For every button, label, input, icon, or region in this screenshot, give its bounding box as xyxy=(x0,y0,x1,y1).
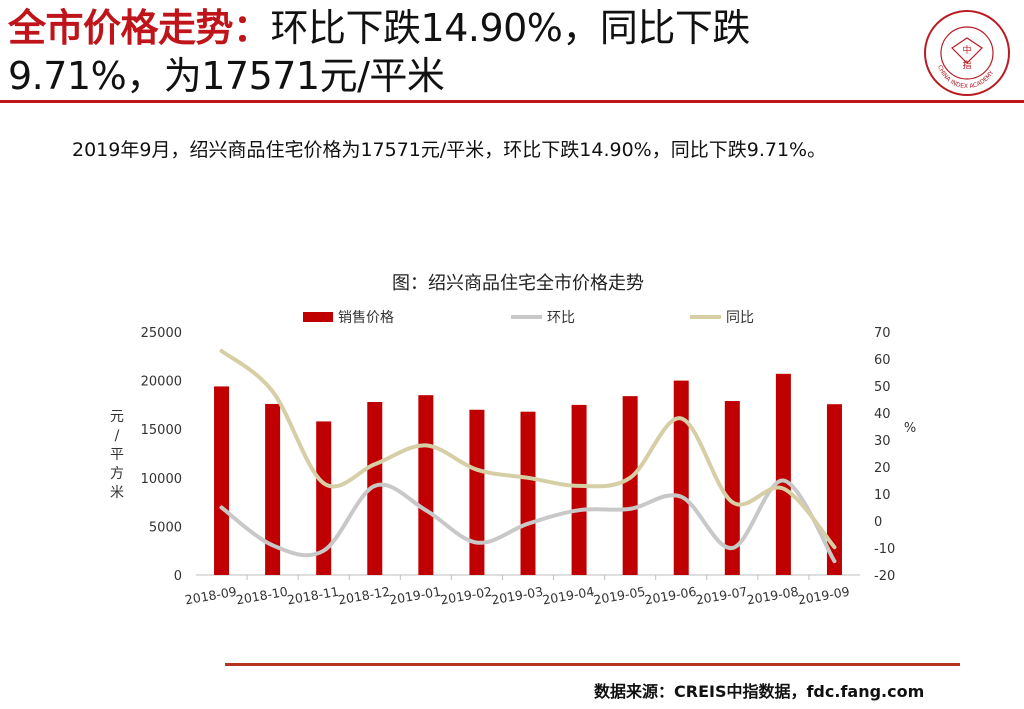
source-divider xyxy=(225,663,960,666)
chart-title: 图：绍兴商品住宅全市价格走势 xyxy=(392,273,644,294)
mom-line xyxy=(219,478,837,564)
y2-tick-label: 60 xyxy=(874,353,891,368)
y-axis-label-char: 米 xyxy=(110,485,124,501)
x-tick-label: 2019-03 xyxy=(490,584,544,608)
x-tick-label: 2019-07 xyxy=(695,584,749,608)
x-tick-label: 2019-01 xyxy=(388,584,442,608)
data-source: 数据来源：CREIS中指数据，fdc.fang.com xyxy=(594,682,925,701)
price-bar xyxy=(214,386,230,575)
y-axis-label-char: 方 xyxy=(110,466,124,482)
price-bar xyxy=(316,421,332,575)
legend-label-price: 销售价格 xyxy=(338,310,394,326)
chart-axes: 0 5000 10000 15000 20000 25000 -20 -10 0 10 20 30 40… xyxy=(110,326,916,607)
y2-tick-label: 40 xyxy=(874,407,891,422)
price-bar xyxy=(826,404,842,575)
x-tick-label: 2019-09 xyxy=(797,584,851,608)
y2-axis-label: % xyxy=(904,421,916,436)
x-tick-label: 2018-09 xyxy=(184,584,238,608)
y2-tick-label: 70 xyxy=(874,326,891,341)
title-line2: 9.71%，为17571元/平米 xyxy=(8,54,445,98)
legend-swatch-price xyxy=(303,312,333,322)
price-bar xyxy=(367,401,383,575)
title-divider xyxy=(0,100,1024,103)
price-bar xyxy=(520,411,536,575)
price-bar xyxy=(673,380,689,575)
y2-tick-label: 20 xyxy=(874,461,891,476)
legend-label-mom: 环比 xyxy=(547,310,575,326)
x-tick-label: 2019-08 xyxy=(746,584,800,608)
y2-tick-label: 0 xyxy=(874,515,882,530)
y2-tick-label: 50 xyxy=(874,380,891,395)
y2-tick-label: -20 xyxy=(874,569,895,584)
title-line1-rest: 环比下跌14.90%，同比下跌 xyxy=(270,6,751,50)
bar-series xyxy=(214,373,842,575)
y-tick-label: 5000 xyxy=(149,520,182,535)
y2-tick-label: 10 xyxy=(874,488,891,503)
summary-text: 2019年9月，绍兴商品住宅价格为17571元/平米，环比下跌14.90%，同比… xyxy=(72,139,827,161)
page-title: 全市价格走势：环比下跌14.90%，同比下跌 9.71%，为17571元/平米 xyxy=(8,4,888,100)
price-bar xyxy=(775,373,791,575)
price-bar xyxy=(469,409,485,575)
x-tick-label: 2018-11 xyxy=(286,584,340,608)
price-bar xyxy=(622,396,638,575)
y2-tick-label: -10 xyxy=(874,542,895,557)
x-tick-label: 2019-06 xyxy=(643,584,697,608)
x-tick-label: 2019-04 xyxy=(541,584,595,608)
legend-label-yoy: 同比 xyxy=(726,310,754,326)
price-bar xyxy=(418,395,434,575)
y-tick-label: 10000 xyxy=(141,472,182,487)
y-tick-label: 25000 xyxy=(141,326,182,341)
x-tick-label: 2019-02 xyxy=(439,584,493,608)
price-bar xyxy=(571,404,587,575)
y-axis-label-char: 元 xyxy=(110,409,124,425)
logo-char-1: 中 xyxy=(962,44,971,56)
x-tick-label: 2019-05 xyxy=(592,584,646,608)
chart-legend: 销售价格 环比 同比 xyxy=(303,310,754,326)
y-axis-label-char: 平 xyxy=(110,447,124,463)
title-highlight: 全市价格走势： xyxy=(8,6,271,50)
x-tick-label: 2018-10 xyxy=(235,584,289,608)
yoy-line xyxy=(219,348,837,550)
y2-tick-label: 30 xyxy=(874,434,891,449)
x-tick-label: 2018-12 xyxy=(337,584,391,608)
price-bar xyxy=(265,403,281,575)
y-tick-label: 15000 xyxy=(141,423,182,438)
line-series xyxy=(219,348,837,564)
china-index-academy-logo: 中 指 CHINA INDEX ACADEMY xyxy=(924,10,1010,96)
logo-char-2: 指 xyxy=(962,59,971,71)
y-tick-label: 0 xyxy=(174,569,182,584)
price-bar xyxy=(724,401,740,575)
y-tick-label: 20000 xyxy=(141,375,182,390)
y-axis-label-char: / xyxy=(115,428,120,444)
